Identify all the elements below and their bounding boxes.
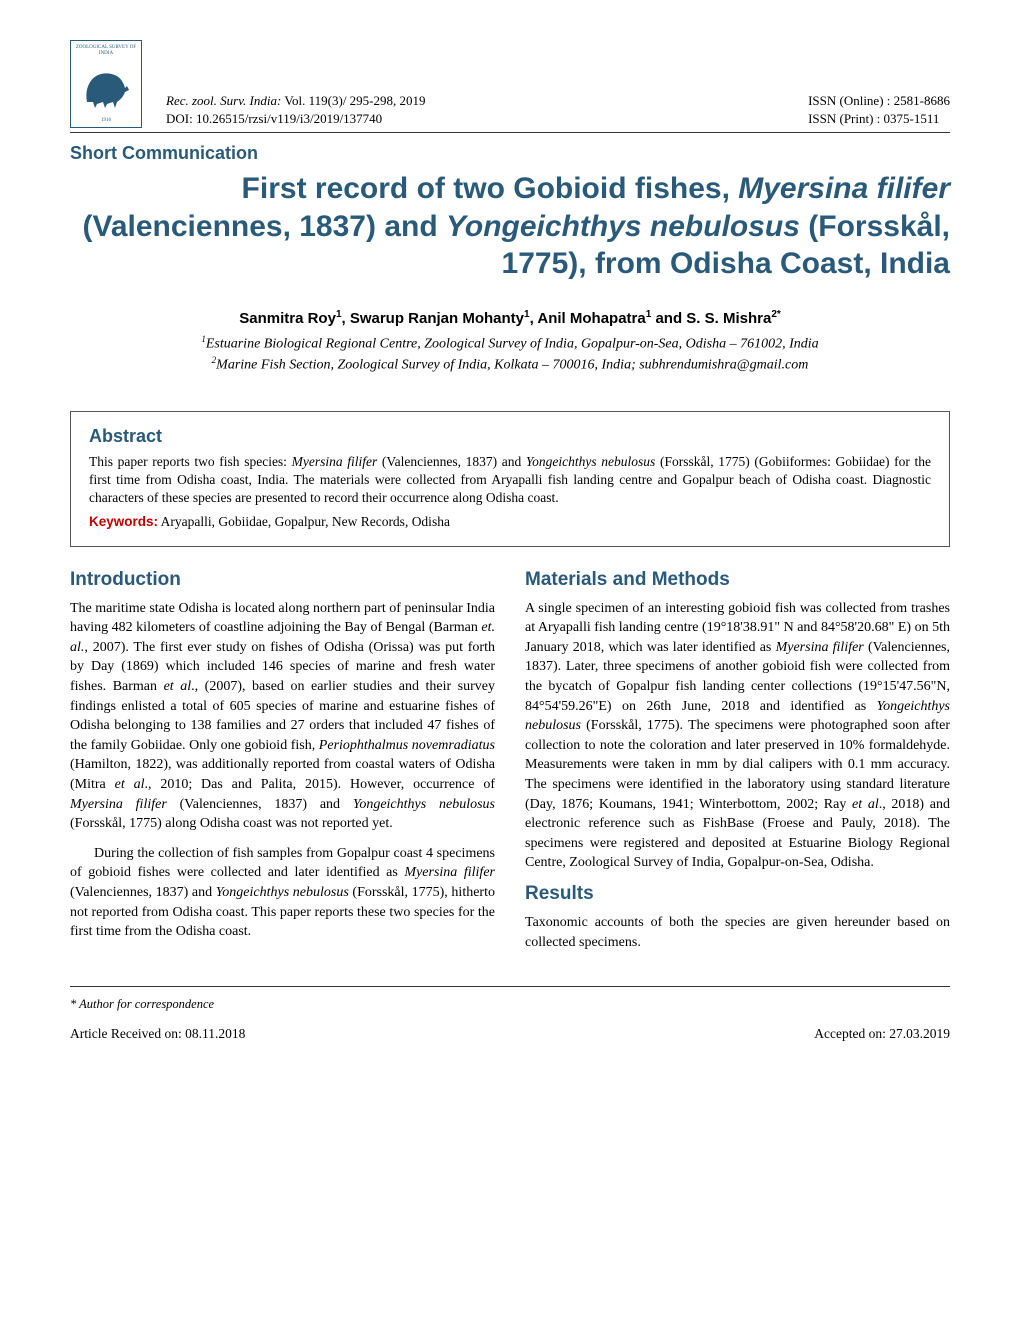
journal-abbrev: Rec. zool. Surv. India: bbox=[166, 93, 281, 108]
keywords-label: Keywords: bbox=[89, 514, 158, 529]
introduction-para-1: The maritime state Odisha is located alo… bbox=[70, 599, 495, 834]
results-heading: Results bbox=[525, 883, 950, 905]
accepted-label: Accepted on: bbox=[814, 1026, 886, 1041]
keywords-values: Aryapalli, Gobiidae, Gopalpur, New Recor… bbox=[161, 514, 450, 529]
results-para-1: Taxonomic accounts of both the species a… bbox=[525, 913, 950, 952]
page-header: ZOOLOGICAL SURVEY OF INDIA 1916 Rec. zoo… bbox=[70, 40, 950, 133]
header-left-block: Rec. zool. Surv. India: Vol. 119(3)/ 295… bbox=[166, 92, 426, 128]
volume-issue-pages: Vol. 119(3)/ 295-298, 2019 bbox=[284, 93, 425, 108]
introduction-para-2: During the collection of fish samples fr… bbox=[70, 844, 495, 942]
issn-print-line: ISSN (Print) : 0375-1511 bbox=[808, 110, 950, 128]
abstract-heading: Abstract bbox=[89, 426, 931, 447]
materials-heading: Materials and Methods bbox=[525, 569, 950, 591]
affiliation-1: 1Estuarine Biological Regional Centre, Z… bbox=[70, 333, 950, 354]
doi-value: 10.26515/rzsi/v119/i3/2019/137740 bbox=[196, 111, 382, 126]
abstract-box: Abstract This paper reports two fish spe… bbox=[70, 411, 950, 547]
accepted-block: Accepted on: 27.03.2019 bbox=[814, 1026, 950, 1042]
journal-logo: ZOOLOGICAL SURVEY OF INDIA 1916 bbox=[70, 40, 142, 128]
introduction-heading: Introduction bbox=[70, 569, 495, 591]
issn-print-label: ISSN (Print) : bbox=[808, 111, 880, 126]
logo-year: 1916 bbox=[101, 118, 111, 123]
right-column: Materials and Methods A single specimen … bbox=[525, 569, 950, 963]
journal-citation: Rec. zool. Surv. India: Vol. 119(3)/ 295… bbox=[166, 92, 426, 110]
logo-top-text: ZOOLOGICAL SURVEY OF INDIA bbox=[75, 45, 137, 56]
accepted-date: 27.03.2019 bbox=[889, 1026, 950, 1041]
issn-online-line: ISSN (Online) : 2581-8686 bbox=[808, 92, 950, 110]
author-list: Sanmitra Roy1, Swarup Ranjan Mohanty1, A… bbox=[70, 309, 950, 327]
received-block: Article Received on: 08.11.2018 bbox=[70, 1026, 245, 1042]
affiliations-block: 1Estuarine Biological Regional Centre, Z… bbox=[70, 333, 950, 376]
abstract-text: This paper reports two fish species: Mye… bbox=[89, 453, 931, 508]
doi-label: DOI: bbox=[166, 111, 193, 126]
page-footer: * Author for correspondence Article Rece… bbox=[70, 986, 950, 1042]
correspondence-note: * Author for correspondence bbox=[70, 997, 950, 1012]
materials-para-1: A single specimen of an interesting gobi… bbox=[525, 599, 950, 873]
header-metadata: Rec. zool. Surv. India: Vol. 119(3)/ 295… bbox=[166, 92, 950, 128]
keywords-line: Keywords: Aryapalli, Gobiidae, Gopalpur,… bbox=[89, 514, 931, 530]
issn-online-label: ISSN (Online) : bbox=[808, 93, 890, 108]
issn-online-value: 2581-8686 bbox=[894, 93, 950, 108]
issn-print-value: 0375-1511 bbox=[884, 111, 940, 126]
header-right-block: ISSN (Online) : 2581-8686 ISSN (Print) :… bbox=[808, 92, 950, 128]
doi-line: DOI: 10.26515/rzsi/v119/i3/2019/137740 bbox=[166, 110, 426, 128]
logo-animal-icon bbox=[79, 62, 133, 112]
left-column: Introduction The maritime state Odisha i… bbox=[70, 569, 495, 963]
two-column-body: Introduction The maritime state Odisha i… bbox=[70, 569, 950, 963]
article-type: Short Communication bbox=[70, 143, 950, 164]
received-date: 08.11.2018 bbox=[185, 1026, 245, 1041]
article-title: First record of two Gobioid fishes, Myer… bbox=[70, 170, 950, 283]
article-dates: Article Received on: 08.11.2018 Accepted… bbox=[70, 1026, 950, 1042]
received-label: Article Received on: bbox=[70, 1026, 182, 1041]
affiliation-2: 2Marine Fish Section, Zoological Survey … bbox=[70, 354, 950, 375]
